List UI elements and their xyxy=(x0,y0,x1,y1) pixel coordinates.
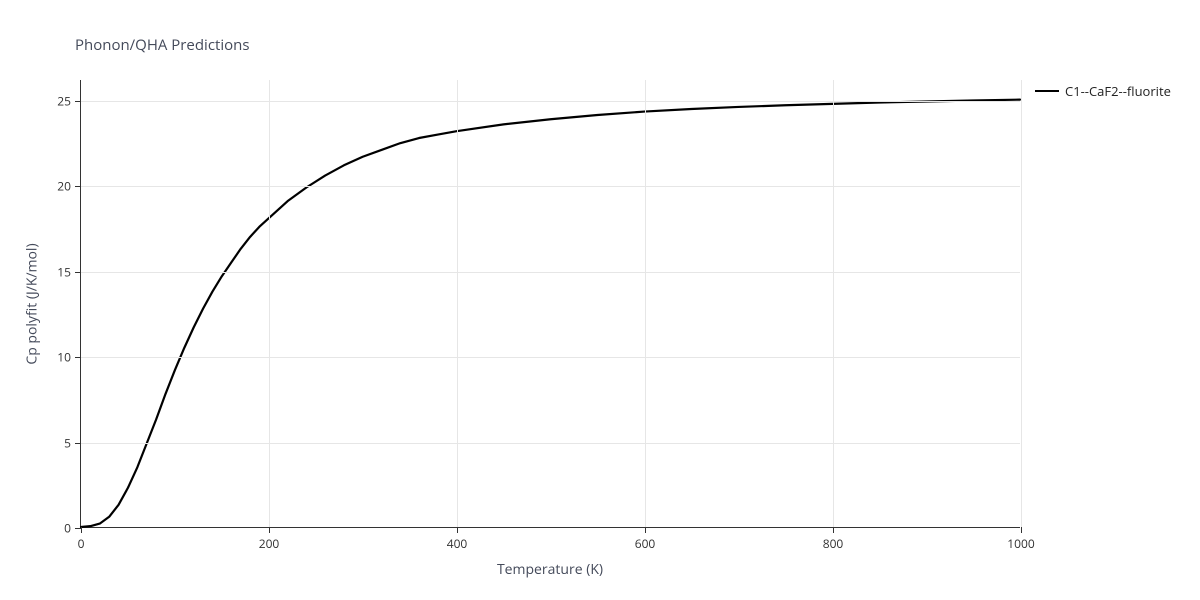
tick-y xyxy=(75,272,81,273)
gridline-h xyxy=(81,272,1020,273)
legend: C1--CaF2--fluorite xyxy=(1035,82,1171,100)
gridline-h xyxy=(81,186,1020,187)
y-tick-label: 25 xyxy=(57,92,71,109)
tick-x xyxy=(81,527,82,533)
chart-container: Phonon/QHA Predictions 02004006008001000… xyxy=(0,0,1200,600)
x-tick-label: 800 xyxy=(823,535,844,552)
x-tick-label: 200 xyxy=(259,535,280,552)
y-tick-label: 5 xyxy=(64,434,71,451)
gridline-h xyxy=(81,443,1020,444)
x-tick-label: 1000 xyxy=(1007,535,1034,552)
x-tick-label: 0 xyxy=(78,535,85,552)
x-tick-label: 600 xyxy=(635,535,656,552)
y-tick-label: 20 xyxy=(57,178,71,195)
y-tick-label: 15 xyxy=(57,263,71,280)
tick-x xyxy=(645,527,646,533)
gridline-v xyxy=(1021,80,1022,527)
legend-line-icon xyxy=(1035,90,1059,92)
tick-y xyxy=(75,101,81,102)
gridline-h xyxy=(81,101,1020,102)
gridline-h xyxy=(81,357,1020,358)
chart-title: Phonon/QHA Predictions xyxy=(75,35,250,55)
legend-label: C1--CaF2--fluorite xyxy=(1065,82,1171,100)
line-curve xyxy=(81,80,1020,527)
tick-x xyxy=(833,527,834,533)
tick-y xyxy=(75,357,81,358)
x-axis-label: Temperature (K) xyxy=(497,560,603,579)
gridline-v xyxy=(645,80,646,527)
gridline-v xyxy=(269,80,270,527)
y-axis-label: Cp polyfit (J/K/mol) xyxy=(23,243,42,364)
x-tick-label: 400 xyxy=(447,535,468,552)
tick-x xyxy=(1021,527,1022,533)
tick-x xyxy=(269,527,270,533)
tick-y xyxy=(75,186,81,187)
tick-y xyxy=(75,528,81,529)
gridline-v xyxy=(833,80,834,527)
y-tick-label: 0 xyxy=(64,520,71,537)
plot-area: 020040060080010000510152025 xyxy=(80,80,1020,528)
y-tick-label: 10 xyxy=(57,349,71,366)
tick-x xyxy=(457,527,458,533)
tick-y xyxy=(75,443,81,444)
gridline-v xyxy=(457,80,458,527)
